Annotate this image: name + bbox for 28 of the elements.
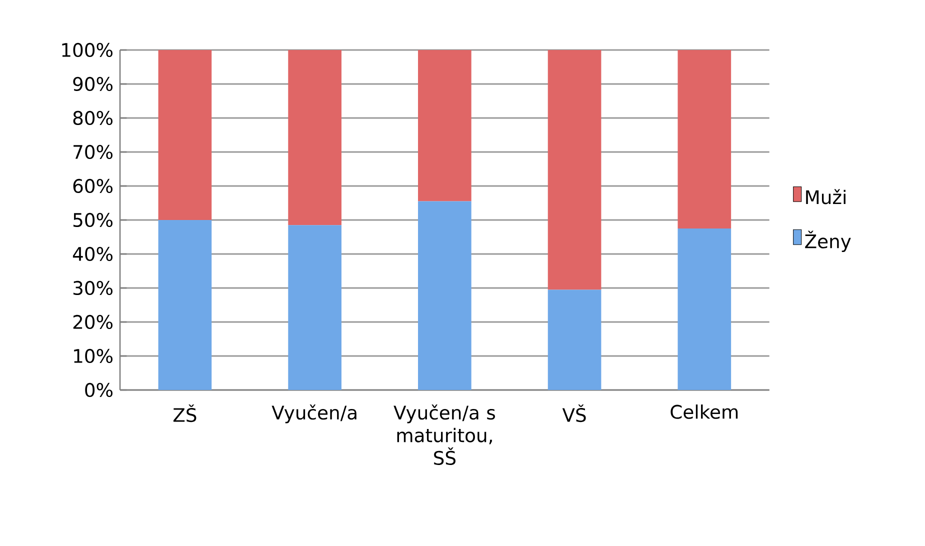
bar	[678, 228, 732, 390]
y-tick-label: 80%	[73, 110, 112, 126]
y-tick-label: 50%	[73, 212, 112, 228]
y-tick-label: 40%	[72, 246, 112, 262]
x-tick-label: VŠ	[562, 404, 586, 422]
y-tick-label: 0%	[85, 382, 112, 398]
y-tick-label: 60%	[73, 178, 112, 194]
legend-label: Ženy	[805, 230, 851, 252]
bar	[678, 50, 732, 228]
bar	[158, 220, 212, 390]
bar	[158, 50, 212, 220]
bar	[418, 201, 472, 390]
y-tick-label: 100%	[62, 42, 112, 58]
y-tick-label: 30%	[73, 280, 112, 296]
bar	[548, 290, 602, 390]
y-tick-label: 20%	[73, 314, 112, 330]
x-tick-label: Vyučen/a s maturitou, SŠ	[394, 404, 495, 466]
x-tick-label: Celkem	[670, 404, 738, 419]
bar	[288, 225, 342, 390]
y-tick-label: 10%	[74, 348, 112, 364]
x-tick-label: Vyučen/a	[272, 404, 356, 424]
y-tick-label: 70%	[74, 144, 112, 160]
bar	[548, 50, 602, 290]
y-tick-label: 90%	[73, 76, 112, 92]
bar	[418, 50, 472, 202]
bar	[288, 50, 342, 226]
x-tick-label: ZŠ	[173, 404, 196, 422]
legend-label: Muži	[806, 189, 846, 204]
